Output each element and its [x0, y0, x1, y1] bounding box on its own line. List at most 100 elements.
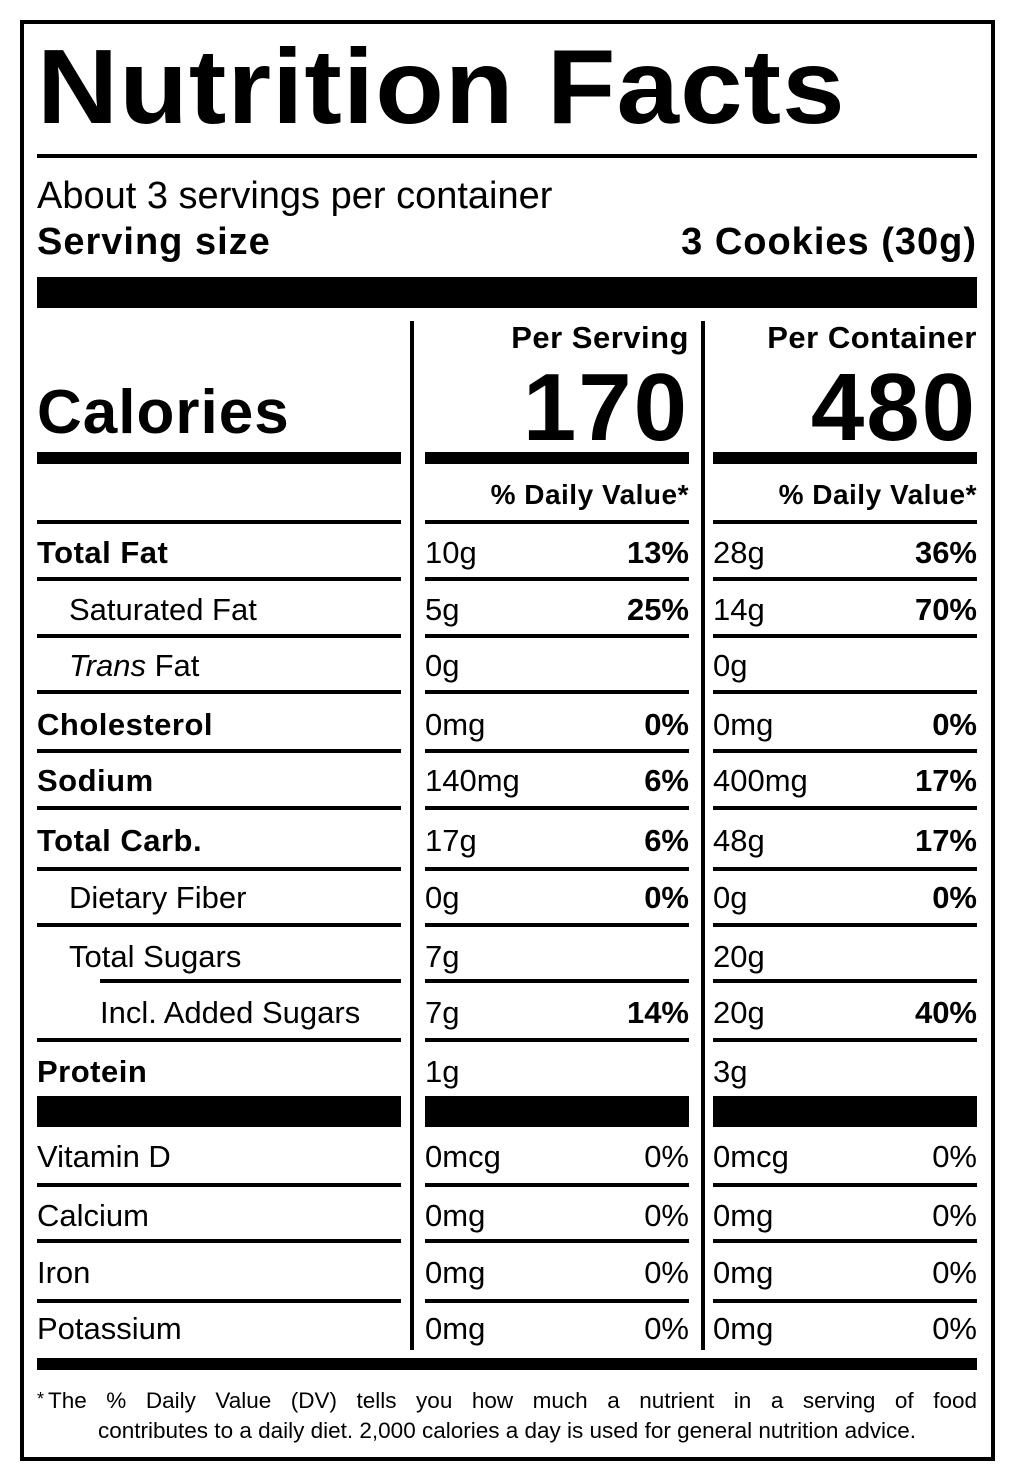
vitamin-label-calcium: Calcium: [37, 1198, 149, 1233]
cholesterol-serving-dv: 0%: [644, 707, 689, 742]
total-fat-serving-amount: 10g: [425, 535, 477, 570]
dietary-fiber-serving-amount: 0g: [425, 880, 460, 915]
calories-label: Calories: [37, 378, 290, 447]
dietary-fiber-serving-dv: 0%: [644, 880, 689, 915]
footnote-divider: [37, 1358, 977, 1370]
total-fat-serving-dv: 13%: [626, 535, 689, 570]
row-divider: [425, 1038, 689, 1042]
row-divider: [37, 1239, 401, 1243]
serving-size-value: 3 Cookies (30g): [681, 221, 977, 263]
saturated-fat-serving-dv: 25%: [626, 592, 689, 627]
calories-bar-right: [713, 452, 977, 464]
sodium-serving-dv: 6%: [644, 763, 689, 798]
total-sugars-container-amount: 20g: [713, 939, 765, 974]
potassium-serving-amount: 0mg: [425, 1311, 486, 1346]
serving-size-thick-bar: [37, 277, 977, 308]
calories-bar-left: [37, 452, 401, 464]
sodium-container-amount: 400mg: [713, 763, 808, 798]
title-divider: [37, 154, 977, 158]
nutrient-label-total-sugars: Total Sugars: [69, 939, 242, 974]
row-divider: [37, 1038, 401, 1042]
row-divider: [425, 1239, 689, 1243]
trans-fat-container-amount: 0g: [713, 648, 748, 683]
vitamin-label-vitamin-d: Vitamin D: [37, 1139, 171, 1174]
calories-per-container: 480: [810, 354, 977, 461]
row-divider: [713, 1183, 977, 1187]
column-divider-left: [410, 321, 414, 1350]
trans-fat-serving-amount: 0g: [425, 648, 460, 683]
servings-per-container: About 3 servings per container: [37, 175, 553, 217]
iron-container-amount: 0mg: [713, 1255, 774, 1290]
row-divider: [37, 806, 401, 810]
row-divider: [713, 1239, 977, 1243]
protein-serving-amount: 1g: [425, 1054, 460, 1089]
saturated-fat-serving-amount: 5g: [425, 592, 460, 627]
nutrient-label-dietary-fiber: Dietary Fiber: [69, 880, 247, 915]
footnote-line-1: * The % Daily Value (DV) tells you how mu…: [37, 1384, 977, 1416]
nutrient-label-total-fat: Total Fat: [37, 535, 169, 570]
footnote-line-1-text: The % Daily Value (DV) tells you how muc…: [48, 1388, 977, 1413]
per-serving-header: Per Serving: [511, 320, 689, 355]
protein-thick-bar-right: [713, 1096, 977, 1127]
vitamin-d-container-dv: 0%: [932, 1139, 977, 1174]
daily-value-header-serving: % Daily Value*: [490, 479, 689, 510]
total-carb-serving-amount: 17g: [425, 823, 477, 858]
footnote-asterisk: *: [37, 1389, 45, 1409]
row-divider: [37, 1299, 401, 1303]
row-divider: [37, 634, 401, 638]
row-divider: [37, 749, 401, 753]
row-divider: [425, 867, 689, 871]
nutrient-label-cholesterol: Cholesterol: [37, 707, 214, 742]
cholesterol-container-dv: 0%: [932, 707, 977, 742]
saturated-fat-container-dv: 70%: [914, 592, 977, 627]
row-divider: [37, 577, 401, 581]
row-divider: [37, 520, 401, 524]
calories-bar-mid: [425, 452, 689, 464]
calcium-serving-dv: 0%: [644, 1198, 689, 1233]
total-fat-container-amount: 28g: [713, 535, 765, 570]
total-carb-serving-dv: 6%: [644, 823, 689, 858]
row-divider: [713, 690, 977, 694]
footnote: * The % Daily Value (DV) tells you how mu…: [37, 1384, 977, 1446]
row-divider: [37, 1183, 401, 1187]
nutrient-label-added-sugars: Incl. Added Sugars: [100, 995, 361, 1030]
protein-thick-bar-mid: [425, 1096, 689, 1127]
nutrient-label-total-carb: Total Carb.: [37, 823, 203, 858]
row-divider: [425, 979, 689, 983]
nutrition-label-border: [20, 20, 995, 1461]
total-sugars-serving-amount: 7g: [425, 939, 460, 974]
row-divider: [425, 690, 689, 694]
vitamin-d-serving-amount: 0mcg: [425, 1139, 501, 1174]
row-divider: [713, 520, 977, 524]
daily-value-header-container: % Daily Value*: [778, 479, 977, 510]
column-divider-right: [701, 321, 705, 1350]
row-divider: [100, 979, 401, 983]
sodium-container-dv: 17%: [914, 763, 977, 798]
row-divider: [713, 923, 977, 927]
potassium-serving-dv: 0%: [644, 1311, 689, 1346]
label-title: Nutrition Facts: [37, 28, 846, 146]
iron-container-dv: 0%: [932, 1255, 977, 1290]
trans-italic: Trans: [69, 648, 146, 683]
row-divider: [713, 1038, 977, 1042]
nutrient-label-trans-fat: Trans Fat: [69, 650, 199, 681]
row-divider: [37, 923, 401, 927]
protein-thick-bar-left: [37, 1096, 401, 1127]
iron-serving-dv: 0%: [644, 1255, 689, 1290]
saturated-fat-container-amount: 14g: [713, 592, 765, 627]
calories-per-serving: 170: [522, 354, 689, 461]
row-divider: [425, 520, 689, 524]
cholesterol-serving-amount: 0mg: [425, 707, 486, 742]
row-divider: [713, 867, 977, 871]
per-container-header: Per Container: [767, 320, 977, 355]
iron-serving-amount: 0mg: [425, 1255, 486, 1290]
row-divider: [713, 806, 977, 810]
row-divider: [425, 1299, 689, 1303]
trans-fat-suffix: Fat: [145, 648, 200, 683]
potassium-container-amount: 0mg: [713, 1311, 774, 1346]
row-divider: [425, 749, 689, 753]
row-divider: [713, 1299, 977, 1303]
calcium-container-amount: 0mg: [713, 1198, 774, 1233]
serving-size-label: Serving size: [37, 221, 271, 263]
dietary-fiber-container-amount: 0g: [713, 880, 748, 915]
